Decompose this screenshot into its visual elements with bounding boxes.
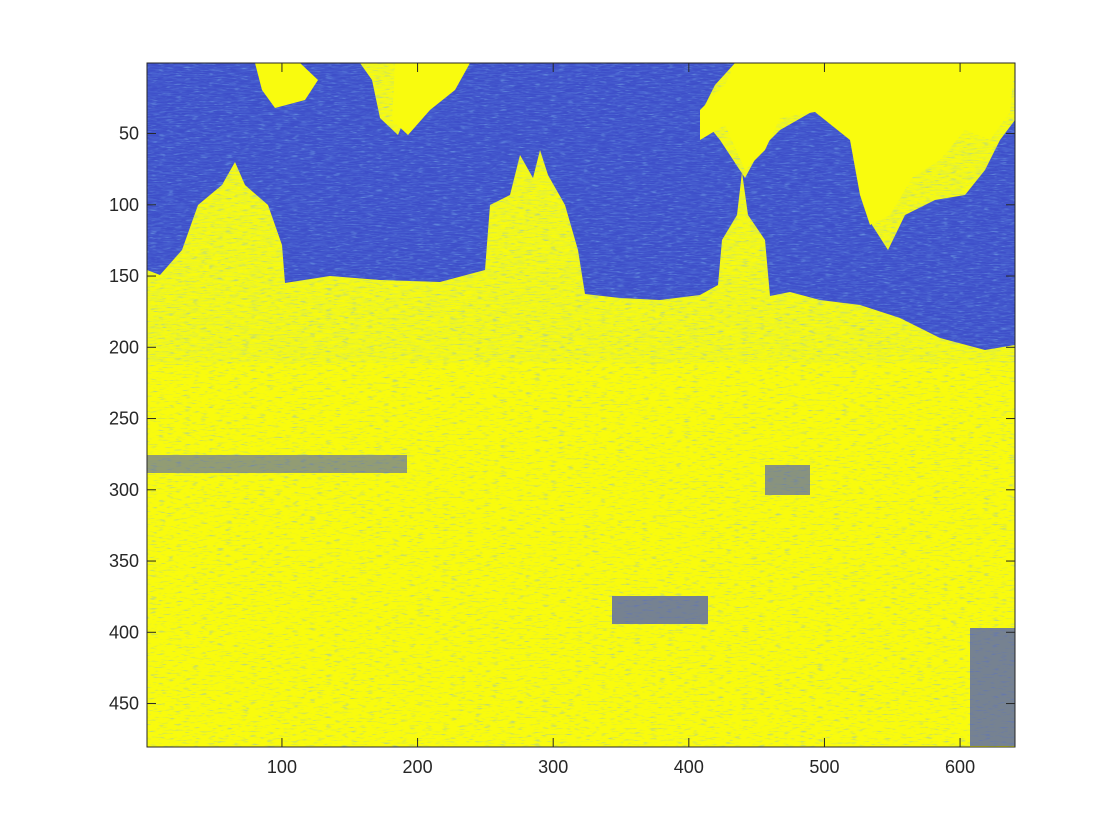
x-axis: 100 200 300 400 500 600: [267, 63, 975, 777]
y-tick-label: 200: [109, 337, 139, 357]
plot-area: [147, 63, 1015, 747]
y-tick-label: 450: [109, 694, 139, 714]
y-axis: 50 100 150 200 250 300 350 400 450: [109, 124, 1015, 714]
x-tick-label: 400: [674, 757, 704, 777]
heatmap-blue-patch-window: [765, 465, 810, 495]
y-tick-label: 150: [109, 266, 139, 286]
plot-frame: [146, 62, 1016, 748]
heatmap-blue-patch-foreground: [612, 596, 708, 624]
x-tick-label: 300: [538, 757, 568, 777]
y-tick-label: 250: [109, 409, 139, 429]
heatmap-blue-band: [147, 455, 407, 473]
heatmap-foliage-top-left: [255, 63, 470, 135]
heatmap-blue-patch-lower-right: [970, 628, 1015, 746]
x-tick-label: 100: [267, 757, 297, 777]
y-tick-label: 100: [109, 195, 139, 215]
y-tick-label: 300: [109, 480, 139, 500]
y-tick-label: 50: [119, 124, 139, 144]
x-tick-label: 600: [945, 757, 975, 777]
x-tick-label: 200: [403, 757, 433, 777]
x-tick-label: 500: [809, 757, 839, 777]
heatmap-foliage-top-right: [700, 63, 1015, 225]
y-tick-label: 350: [109, 551, 139, 571]
y-tick-label: 400: [109, 622, 139, 642]
